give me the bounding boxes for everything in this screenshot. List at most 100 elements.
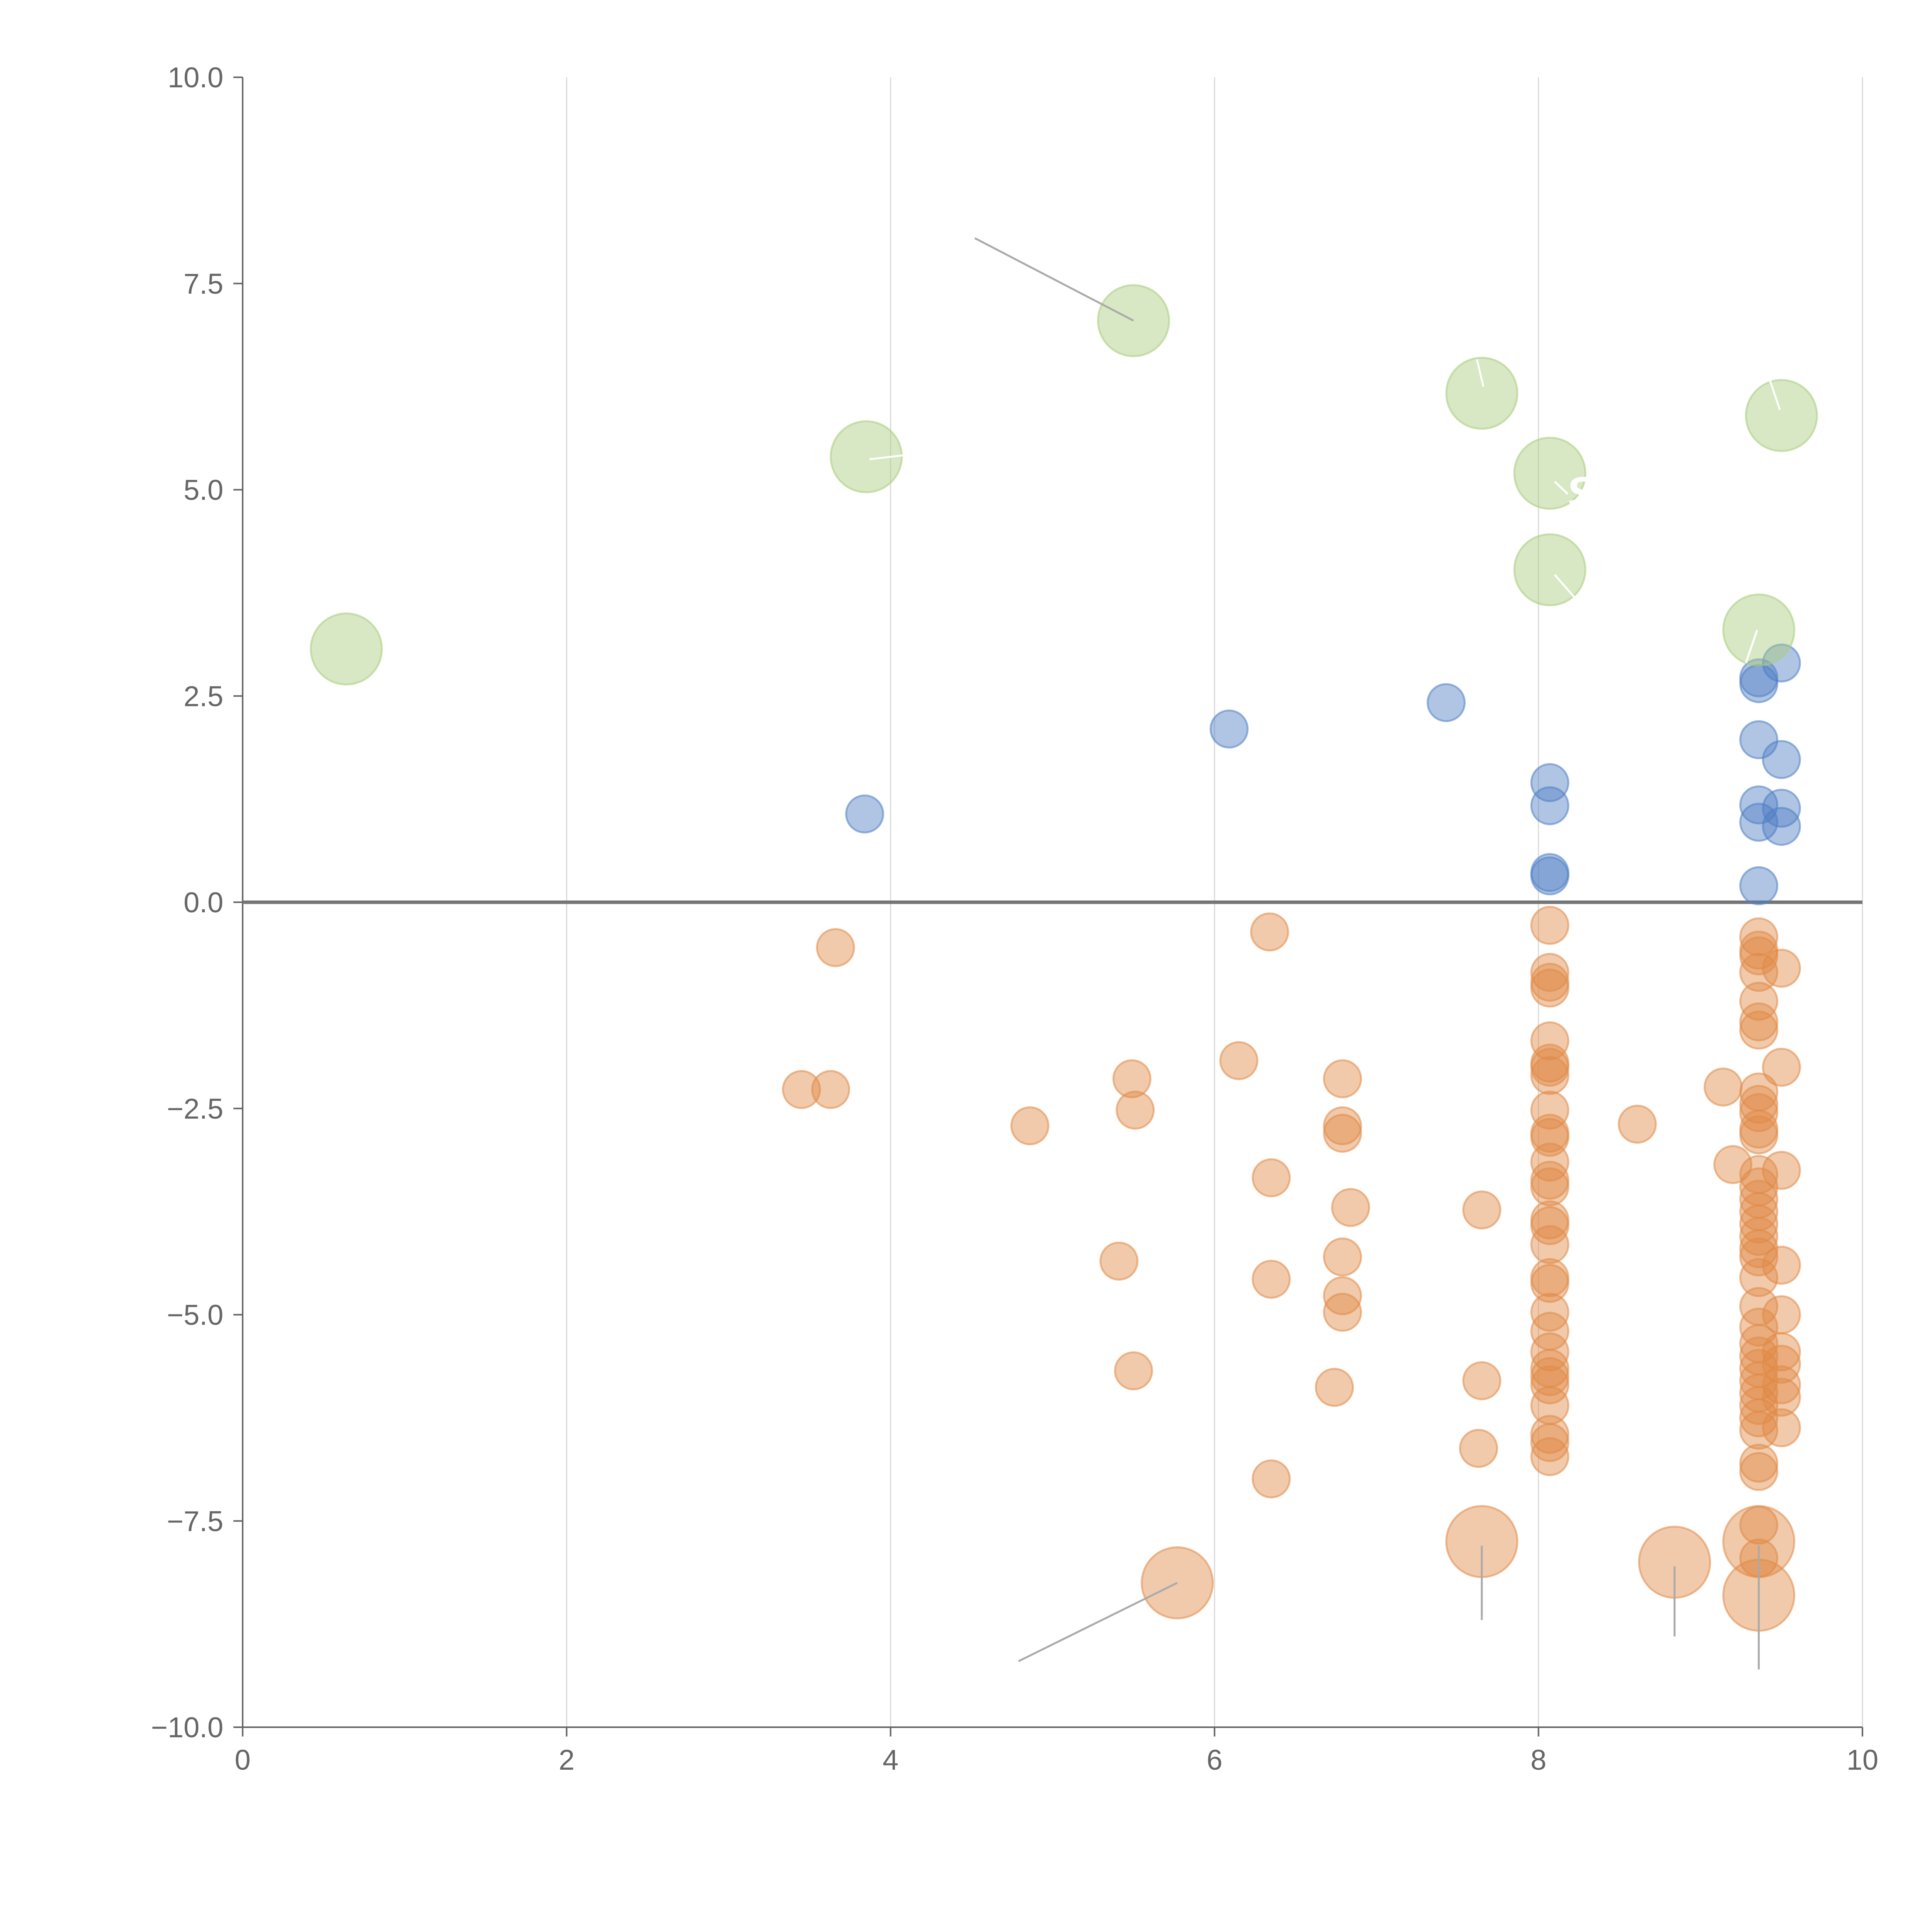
annotation-leader-line	[974, 237, 1134, 322]
annotation-label: S	[1568, 468, 1599, 519]
data-point-negative	[1762, 1408, 1801, 1447]
data-point-negative	[1530, 906, 1570, 945]
annotation-leader-line	[1554, 481, 1568, 495]
data-point-negative	[1323, 1059, 1362, 1099]
data-point-negative	[1219, 1041, 1259, 1080]
data-point-negative	[1331, 1188, 1370, 1227]
data-point-negative	[1762, 1048, 1801, 1087]
data-point-highlighted-positive	[1722, 593, 1796, 667]
data-point-negative	[1250, 912, 1289, 952]
data-point-positive	[1530, 763, 1570, 802]
data-point-highlighted-positive	[830, 420, 903, 493]
bubble-layer	[310, 284, 1818, 1632]
annotation-leader-line	[1745, 629, 1758, 663]
data-point-negative	[1116, 1090, 1155, 1130]
data-point-negative	[1739, 1258, 1779, 1297]
data-point-negative	[1713, 1145, 1753, 1184]
data-point-negative	[1762, 1365, 1801, 1405]
data-point-negative	[1462, 1190, 1502, 1230]
data-point-negative	[1739, 1010, 1779, 1050]
data-point-positive	[845, 794, 884, 834]
annotation-layer: SB	[869, 237, 1793, 1695]
y-tick-label: −7.5	[167, 1505, 223, 1537]
data-point-negative	[1739, 1115, 1779, 1155]
data-point-negative	[1739, 1229, 1779, 1269]
data-point-negative	[1739, 1217, 1779, 1256]
data-point-negative	[1762, 1345, 1801, 1384]
annotation-leader-line	[869, 454, 905, 460]
data-point-highlighted-positive	[310, 612, 383, 686]
data-point-negative	[1762, 949, 1801, 988]
data-point-negative	[1323, 1276, 1362, 1315]
annotation-label: B	[1759, 1643, 1793, 1695]
data-point-positive	[1762, 807, 1801, 846]
data-point-negative	[1459, 1429, 1498, 1468]
data-point-positive	[1739, 720, 1779, 759]
y-tick-label: 0.0	[184, 886, 223, 918]
data-point-negative	[1739, 1452, 1779, 1491]
y-tick-label: −10.0	[151, 1711, 223, 1743]
data-point-highlighted-positive	[1745, 379, 1818, 452]
x-tick-label: 4	[883, 1744, 898, 1776]
data-point-negative	[1739, 1444, 1779, 1483]
data-point-negative	[1739, 1237, 1779, 1277]
data-point-negative	[1530, 1090, 1570, 1130]
x-tick-label: 2	[559, 1744, 575, 1776]
data-point-negative	[1114, 1351, 1153, 1391]
x-tick-label: 8	[1531, 1744, 1546, 1776]
data-point-negative	[1530, 1225, 1570, 1264]
data-point-negative	[1530, 1357, 1570, 1396]
data-point-positive	[1762, 740, 1801, 779]
data-point-highlighted-positive	[1513, 437, 1587, 510]
data-point-highlighted-positive	[1445, 357, 1519, 430]
y-tick-label: −5.0	[167, 1299, 223, 1331]
data-point-negative	[1530, 968, 1570, 1008]
y-tick-label: 7.5	[184, 268, 223, 300]
data-point-negative	[1252, 1459, 1291, 1498]
data-point-positive	[1762, 643, 1801, 683]
data-point-highlighted-positive	[1513, 533, 1587, 607]
data-point-negative	[1762, 1245, 1801, 1285]
data-point-negative	[1252, 1260, 1291, 1299]
data-point-positive	[1739, 866, 1779, 905]
data-point-negative	[1530, 1167, 1570, 1207]
data-point-negative	[1323, 1293, 1362, 1332]
annotation-leader-line	[1769, 380, 1781, 410]
annotation-leader-line	[1018, 1582, 1178, 1662]
data-point-negative	[816, 928, 855, 967]
y-tick-label: 5.0	[184, 474, 223, 506]
x-tick-label: 6	[1207, 1744, 1223, 1776]
axis-layer: 0 2 4 6 8 10 −10.0 −7.5 −5.0 −2.5 0.0 2.5 5.0 7.5 10.0	[151, 61, 1878, 1776]
data-point-negative	[1739, 1002, 1779, 1042]
data-point-negative	[811, 1070, 850, 1109]
annotation-leader-line	[1476, 359, 1485, 387]
y-tick-label: 2.5	[184, 680, 223, 712]
data-point-negative	[1762, 1378, 1801, 1417]
data-point-positive	[1427, 683, 1466, 722]
data-point-negative	[1739, 936, 1779, 976]
data-point-negative	[1462, 1361, 1502, 1400]
data-point-negative	[1530, 1437, 1570, 1476]
data-point-negative	[1530, 1365, 1570, 1405]
data-point-negative	[1530, 1048, 1570, 1087]
data-point-negative	[1739, 1093, 1779, 1132]
annotation-leader-line	[1554, 574, 1575, 598]
data-point-negative	[1617, 1104, 1657, 1144]
data-point-negative	[1112, 1059, 1151, 1099]
data-point-positive	[1209, 709, 1249, 749]
data-point-negative	[1099, 1242, 1139, 1281]
data-point-negative	[1703, 1067, 1743, 1107]
data-point-negative	[1762, 1332, 1801, 1372]
x-tick-label: 0	[235, 1744, 250, 1776]
data-point-negative	[1739, 1398, 1779, 1437]
data-point-negative	[1323, 1237, 1362, 1277]
y-tick-label: 10.0	[168, 61, 223, 94]
data-point-positive	[1530, 856, 1570, 896]
y-tick-label: −2.5	[167, 1093, 223, 1125]
data-point-negative	[1530, 1415, 1570, 1454]
data-point-negative	[1530, 1056, 1570, 1095]
data-point-negative	[1762, 1151, 1801, 1190]
data-point-negative	[1739, 981, 1779, 1021]
